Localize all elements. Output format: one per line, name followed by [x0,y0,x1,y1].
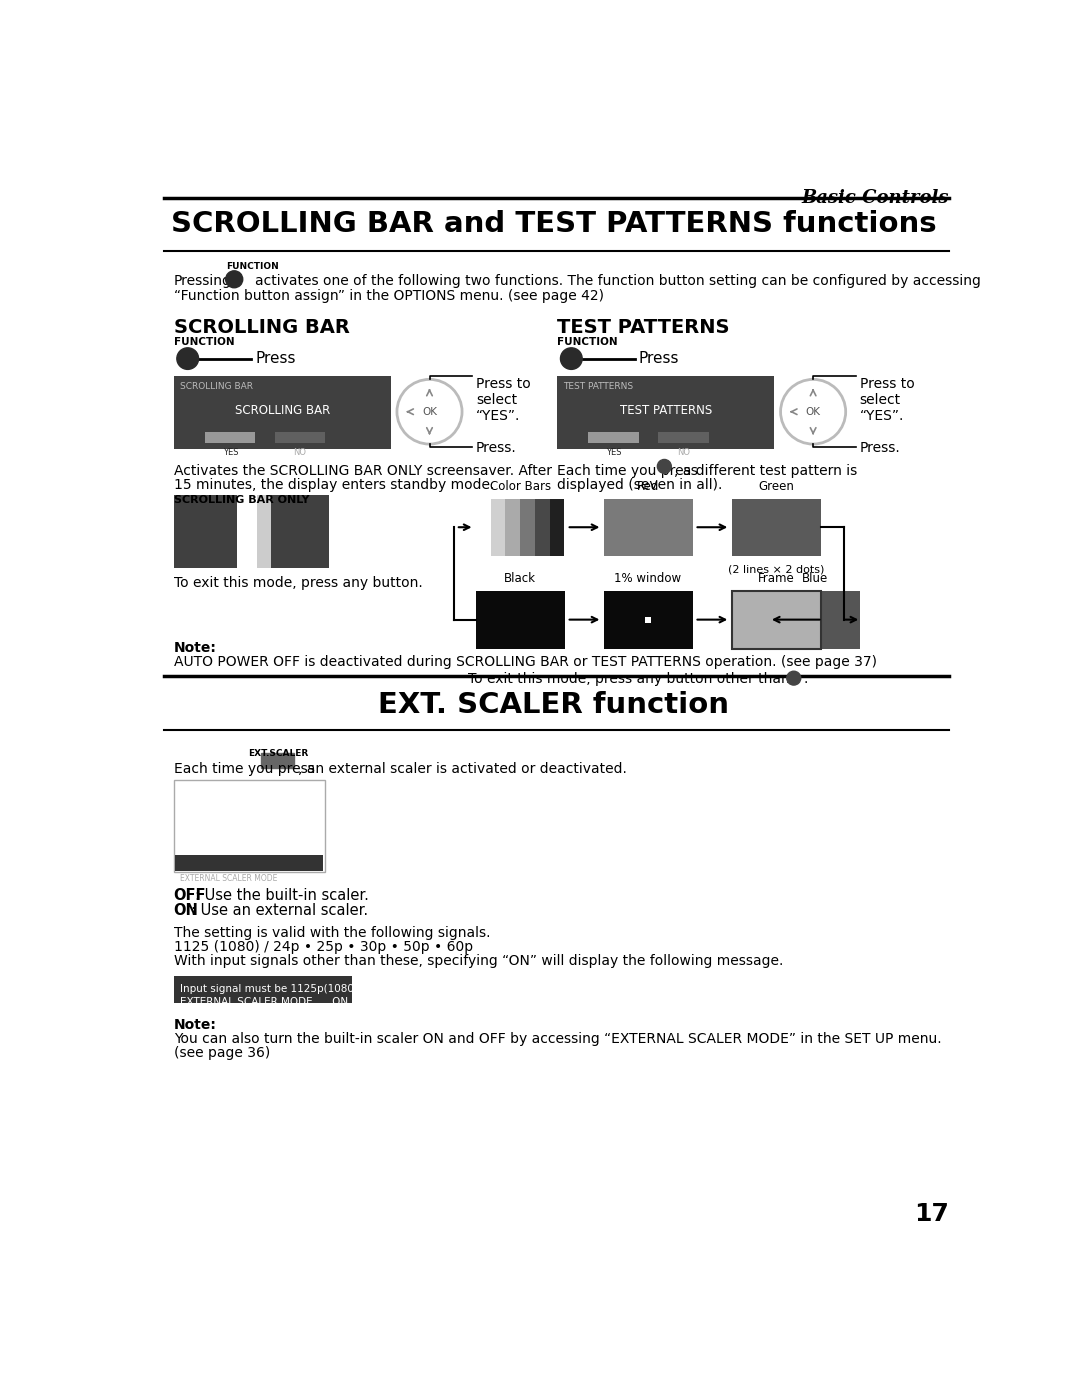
Text: EXTERNAL SCALER MODE: EXTERNAL SCALER MODE [180,875,278,883]
Text: SCROLLING BAR: SCROLLING BAR [174,317,350,337]
Text: TEST PATTERNS: TEST PATTERNS [557,317,730,337]
Text: activates one of the following two functions. The function button setting can be: activates one of the following two funct… [255,274,981,288]
Text: Pressing: Pressing [174,274,231,288]
Text: Note:: Note: [174,641,217,655]
Text: , a different test pattern is: , a different test pattern is [674,464,856,478]
FancyBboxPatch shape [550,499,565,556]
Text: Green: Green [758,479,794,493]
Text: With input signals other than these, specifying “ON” will display the following : With input signals other than these, spe… [174,954,783,968]
Text: NO: NO [677,448,690,457]
Text: ok: ok [788,673,799,683]
Text: SCROLLING BAR ONLY: SCROLLING BAR ONLY [174,495,309,504]
Circle shape [786,671,800,685]
Text: Note:: Note: [174,1018,217,1032]
Text: 15 minutes, the display enters standby mode.: 15 minutes, the display enters standby m… [174,478,495,492]
FancyBboxPatch shape [174,495,328,569]
Text: AUTO POWER OFF is deactivated during SCROLLING BAR or TEST PATTERNS operation. (: AUTO POWER OFF is deactivated during SCR… [174,655,877,669]
Text: .: . [804,672,808,686]
FancyBboxPatch shape [174,780,325,872]
Text: “Function button assign” in the OPTIONS menu. (see page 42): “Function button assign” in the OPTIONS … [174,289,604,303]
Text: Frame: Frame [757,571,794,585]
FancyBboxPatch shape [476,591,565,648]
Text: Red: Red [637,479,659,493]
FancyBboxPatch shape [205,432,255,443]
Text: FUNCTION: FUNCTION [227,261,280,271]
Text: TEST PATTERNS: TEST PATTERNS [564,381,634,391]
Text: OK: OK [422,407,437,416]
Text: TEST PATTERNS: TEST PATTERNS [620,404,712,416]
Circle shape [658,460,672,474]
Text: Press.: Press. [476,441,516,455]
FancyBboxPatch shape [521,499,535,556]
FancyBboxPatch shape [732,591,821,648]
FancyBboxPatch shape [604,499,693,556]
Text: YES: YES [222,448,238,457]
Text: Blue: Blue [801,571,827,585]
Text: Color Bars: Color Bars [489,479,551,493]
Text: , an external scaler is activated or deactivated.: , an external scaler is activated or dea… [298,763,626,777]
Text: displayed (seven in all).: displayed (seven in all). [557,478,723,492]
Text: EXTERNAL SCALER MODE      ON: EXTERNAL SCALER MODE ON [180,997,348,1007]
Text: Each time you press: Each time you press [174,763,314,777]
FancyBboxPatch shape [505,499,521,556]
Text: You can also turn the built-in scaler ON and OFF by accessing “EXTERNAL SCALER M: You can also turn the built-in scaler ON… [174,1032,942,1046]
Text: Press.: Press. [860,441,901,455]
Text: ok: ok [659,462,670,471]
Text: FUNCTION: FUNCTION [174,337,234,346]
Text: The setting is valid with the following signals.: The setting is valid with the following … [174,926,490,940]
Text: OFF: OFF [174,887,206,902]
Text: OK: OK [806,407,821,416]
Text: 1% window: 1% window [615,571,681,585]
FancyBboxPatch shape [535,499,550,556]
Text: SCROLLING BAR and TEST PATTERNS functions: SCROLLING BAR and TEST PATTERNS function… [171,210,936,237]
FancyBboxPatch shape [476,499,490,556]
Text: SCROLLING BAR: SCROLLING BAR [180,381,253,391]
Text: Press to
select
“YES”.: Press to select “YES”. [476,377,530,423]
FancyBboxPatch shape [175,855,323,870]
Text: : Use the built-in scaler.: : Use the built-in scaler. [195,887,369,902]
Text: Press: Press [255,351,296,366]
Text: Black: Black [504,571,536,585]
FancyBboxPatch shape [645,616,651,623]
Text: EXT. SCALER function: EXT. SCALER function [378,692,729,719]
Text: NO: NO [294,448,307,457]
FancyBboxPatch shape [174,376,391,448]
FancyBboxPatch shape [261,753,294,768]
FancyBboxPatch shape [274,432,325,443]
Text: 1125 (1080) / 24p • 25p • 30p • 50p • 60p: 1125 (1080) / 24p • 25p • 30p • 50p • 60… [174,940,473,954]
Text: ON: ON [281,875,293,883]
FancyBboxPatch shape [658,432,708,443]
Text: (see page 36): (see page 36) [174,1046,270,1060]
FancyBboxPatch shape [557,376,774,448]
Text: EXT.SCALER: EXT.SCALER [248,749,309,759]
Text: 17: 17 [914,1203,948,1227]
Text: Activates the SCROLLING BAR ONLY screensaver. After: Activates the SCROLLING BAR ONLY screens… [174,464,552,478]
Text: Press: Press [638,351,679,366]
FancyBboxPatch shape [770,591,860,648]
FancyBboxPatch shape [604,591,693,648]
Text: : Use an external scaler.: : Use an external scaler. [191,902,368,918]
FancyBboxPatch shape [589,432,638,443]
FancyBboxPatch shape [490,499,505,556]
Circle shape [226,271,243,288]
FancyBboxPatch shape [174,977,352,1003]
Text: To exit this mode, press any button.: To exit this mode, press any button. [174,576,422,590]
Text: SCROLLING BAR: SCROLLING BAR [234,404,329,416]
Circle shape [177,348,199,369]
FancyBboxPatch shape [732,499,821,556]
Text: YES: YES [606,448,622,457]
Text: FUNCTION: FUNCTION [557,337,618,346]
FancyBboxPatch shape [238,495,257,569]
Circle shape [561,348,582,369]
Text: Input signal must be 1125p(1080p): Input signal must be 1125p(1080p) [180,983,364,993]
Text: Each time you press: Each time you press [557,464,699,478]
Text: Basic Controls: Basic Controls [801,189,948,207]
Text: ON: ON [174,902,199,918]
Text: To exit this mode, press any button other than: To exit this mode, press any button othe… [469,672,789,686]
Text: (2 lines × 2 dots): (2 lines × 2 dots) [728,564,824,574]
Text: Press to
select
“YES”.: Press to select “YES”. [860,377,915,423]
FancyBboxPatch shape [257,495,271,569]
